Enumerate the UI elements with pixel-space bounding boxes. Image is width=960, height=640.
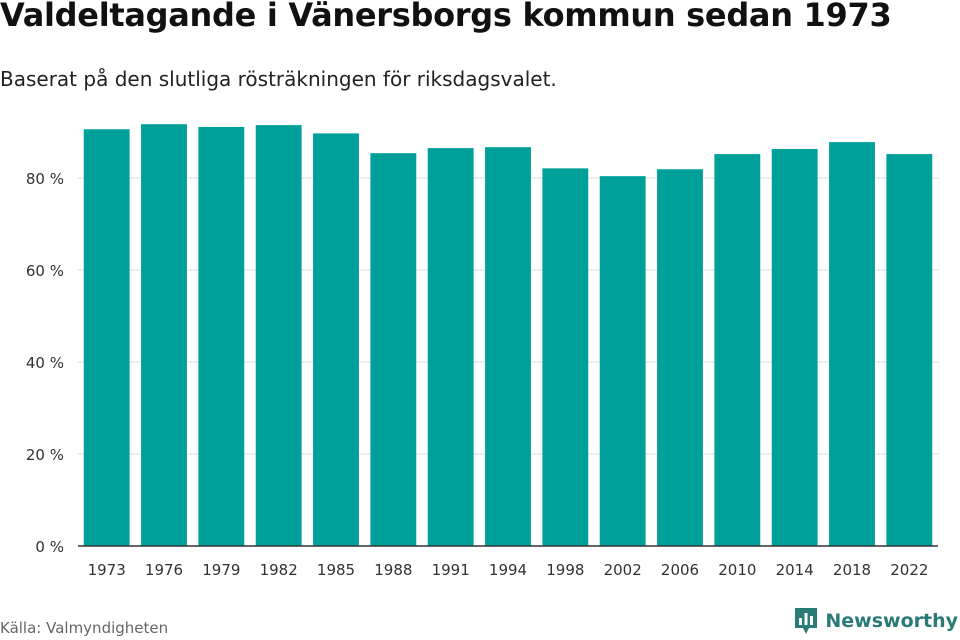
x-tick-label: 2010 [718,561,756,579]
x-tick-label: 1985 [317,561,355,579]
bar [829,142,875,546]
brand-logo: Newsworthy [793,606,958,636]
bar [141,124,187,547]
bar [542,168,589,546]
bar [886,154,933,546]
chart-subtitle: Baserat på den slutliga rösträkningen fö… [0,67,557,91]
x-tick-label: 1976 [145,561,183,579]
x-tick-label: 2022 [890,561,928,579]
x-tick-label: 2002 [604,561,642,579]
y-tick-label: 60 % [26,262,64,280]
bar-chart-icon [795,608,818,634]
x-tick-label: 1979 [202,561,240,579]
brand-name: Newsworthy [825,610,958,632]
y-tick-label: 20 % [26,446,64,464]
x-tick-label: 1973 [88,561,126,579]
bar [599,176,646,546]
bar [657,169,703,546]
x-tick-label: 2018 [833,561,871,579]
bar [198,126,245,546]
bar [714,154,761,546]
source-note: Källa: Valmyndigheten [0,619,169,637]
y-tick-label: 40 % [26,354,64,372]
bar [255,125,302,546]
y-tick-label: 0 % [35,538,64,556]
x-tick-label: 2006 [661,561,699,579]
x-tick-label: 1994 [489,561,527,579]
x-tick-label: 1998 [546,561,584,579]
x-tick-label: 1982 [260,561,298,579]
bar [771,149,818,546]
y-tick-label: 80 % [26,170,64,188]
x-tick-label: 2014 [776,561,814,579]
bar [427,148,474,546]
x-tick-label: 1988 [374,561,412,579]
bar [83,129,130,547]
chart-title: Valdeltagande i Vänersborgs kommun sedan… [0,0,892,34]
bar [370,153,417,546]
x-tick-label: 1991 [432,561,470,579]
bar [485,147,531,546]
bar [313,133,359,546]
